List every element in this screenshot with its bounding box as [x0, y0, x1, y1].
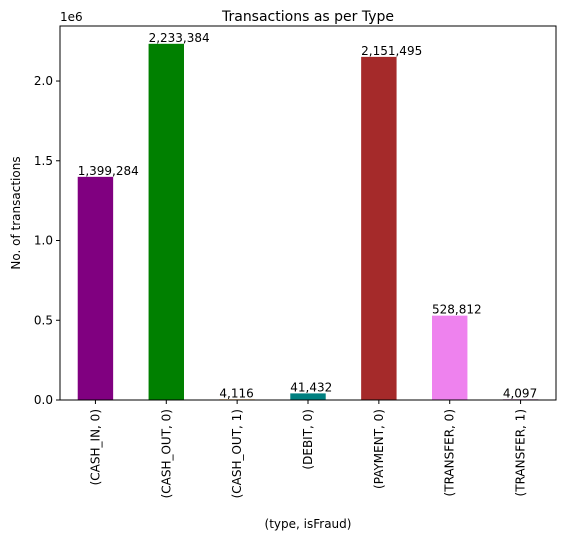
x-tick-label-6: (TRANSFER, 1)	[514, 409, 528, 496]
bar-5	[432, 315, 468, 400]
y-axis-label: No. of transactions	[9, 156, 23, 269]
y-tick-label-2: 1.0	[34, 234, 53, 248]
y-tick-label-4: 2.0	[34, 74, 53, 88]
bar-0	[77, 176, 114, 400]
x-axis: (CASH_IN, 0) (CASH_OUT, 0) (CASH_OUT, 1) (D…	[88, 400, 528, 498]
x-tick-label-0: (CASH_IN, 0)	[88, 409, 102, 485]
y-axis: 0.0 0.5 1.0 1.5 2.0	[34, 74, 60, 407]
x-tick-label-2: (CASH_OUT, 1)	[230, 409, 244, 498]
data-label-6: 4,097	[503, 386, 537, 400]
data-label-3: 41,432	[290, 380, 332, 394]
y-tick-label-1: 0.5	[34, 313, 53, 327]
data-label-0: 1,399,284	[78, 164, 139, 178]
data-label-1: 2,233,384	[149, 31, 210, 45]
x-axis-label: (type, isFraud)	[265, 517, 352, 531]
data-label-4: 2,151,495	[361, 44, 422, 58]
x-tick-label-1: (CASH_OUT, 0)	[159, 409, 173, 498]
x-tick-label-3: (DEBIT, 0)	[301, 409, 315, 470]
y-tick-label-3: 1.5	[34, 154, 53, 168]
chart-title: Transactions as per Type	[221, 9, 394, 25]
data-label-5: 528,812	[432, 303, 482, 317]
x-tick-label-5: (TRANSFER, 0)	[443, 409, 457, 496]
y-offset-label: 1e6	[60, 10, 83, 24]
x-tick-label-4: (PAYMENT, 0)	[372, 409, 386, 489]
bars-group	[77, 43, 539, 400]
y-tick-label-0: 0.0	[34, 393, 53, 407]
bar-4	[361, 56, 397, 400]
bar-3	[290, 393, 326, 400]
plot-frame	[59, 25, 557, 401]
bar-1	[148, 43, 184, 400]
data-labels-group: 1,399,284 2,233,384 4,116 41,432 2,151,495 52…	[78, 31, 538, 401]
data-label-2: 4,116	[219, 386, 253, 400]
